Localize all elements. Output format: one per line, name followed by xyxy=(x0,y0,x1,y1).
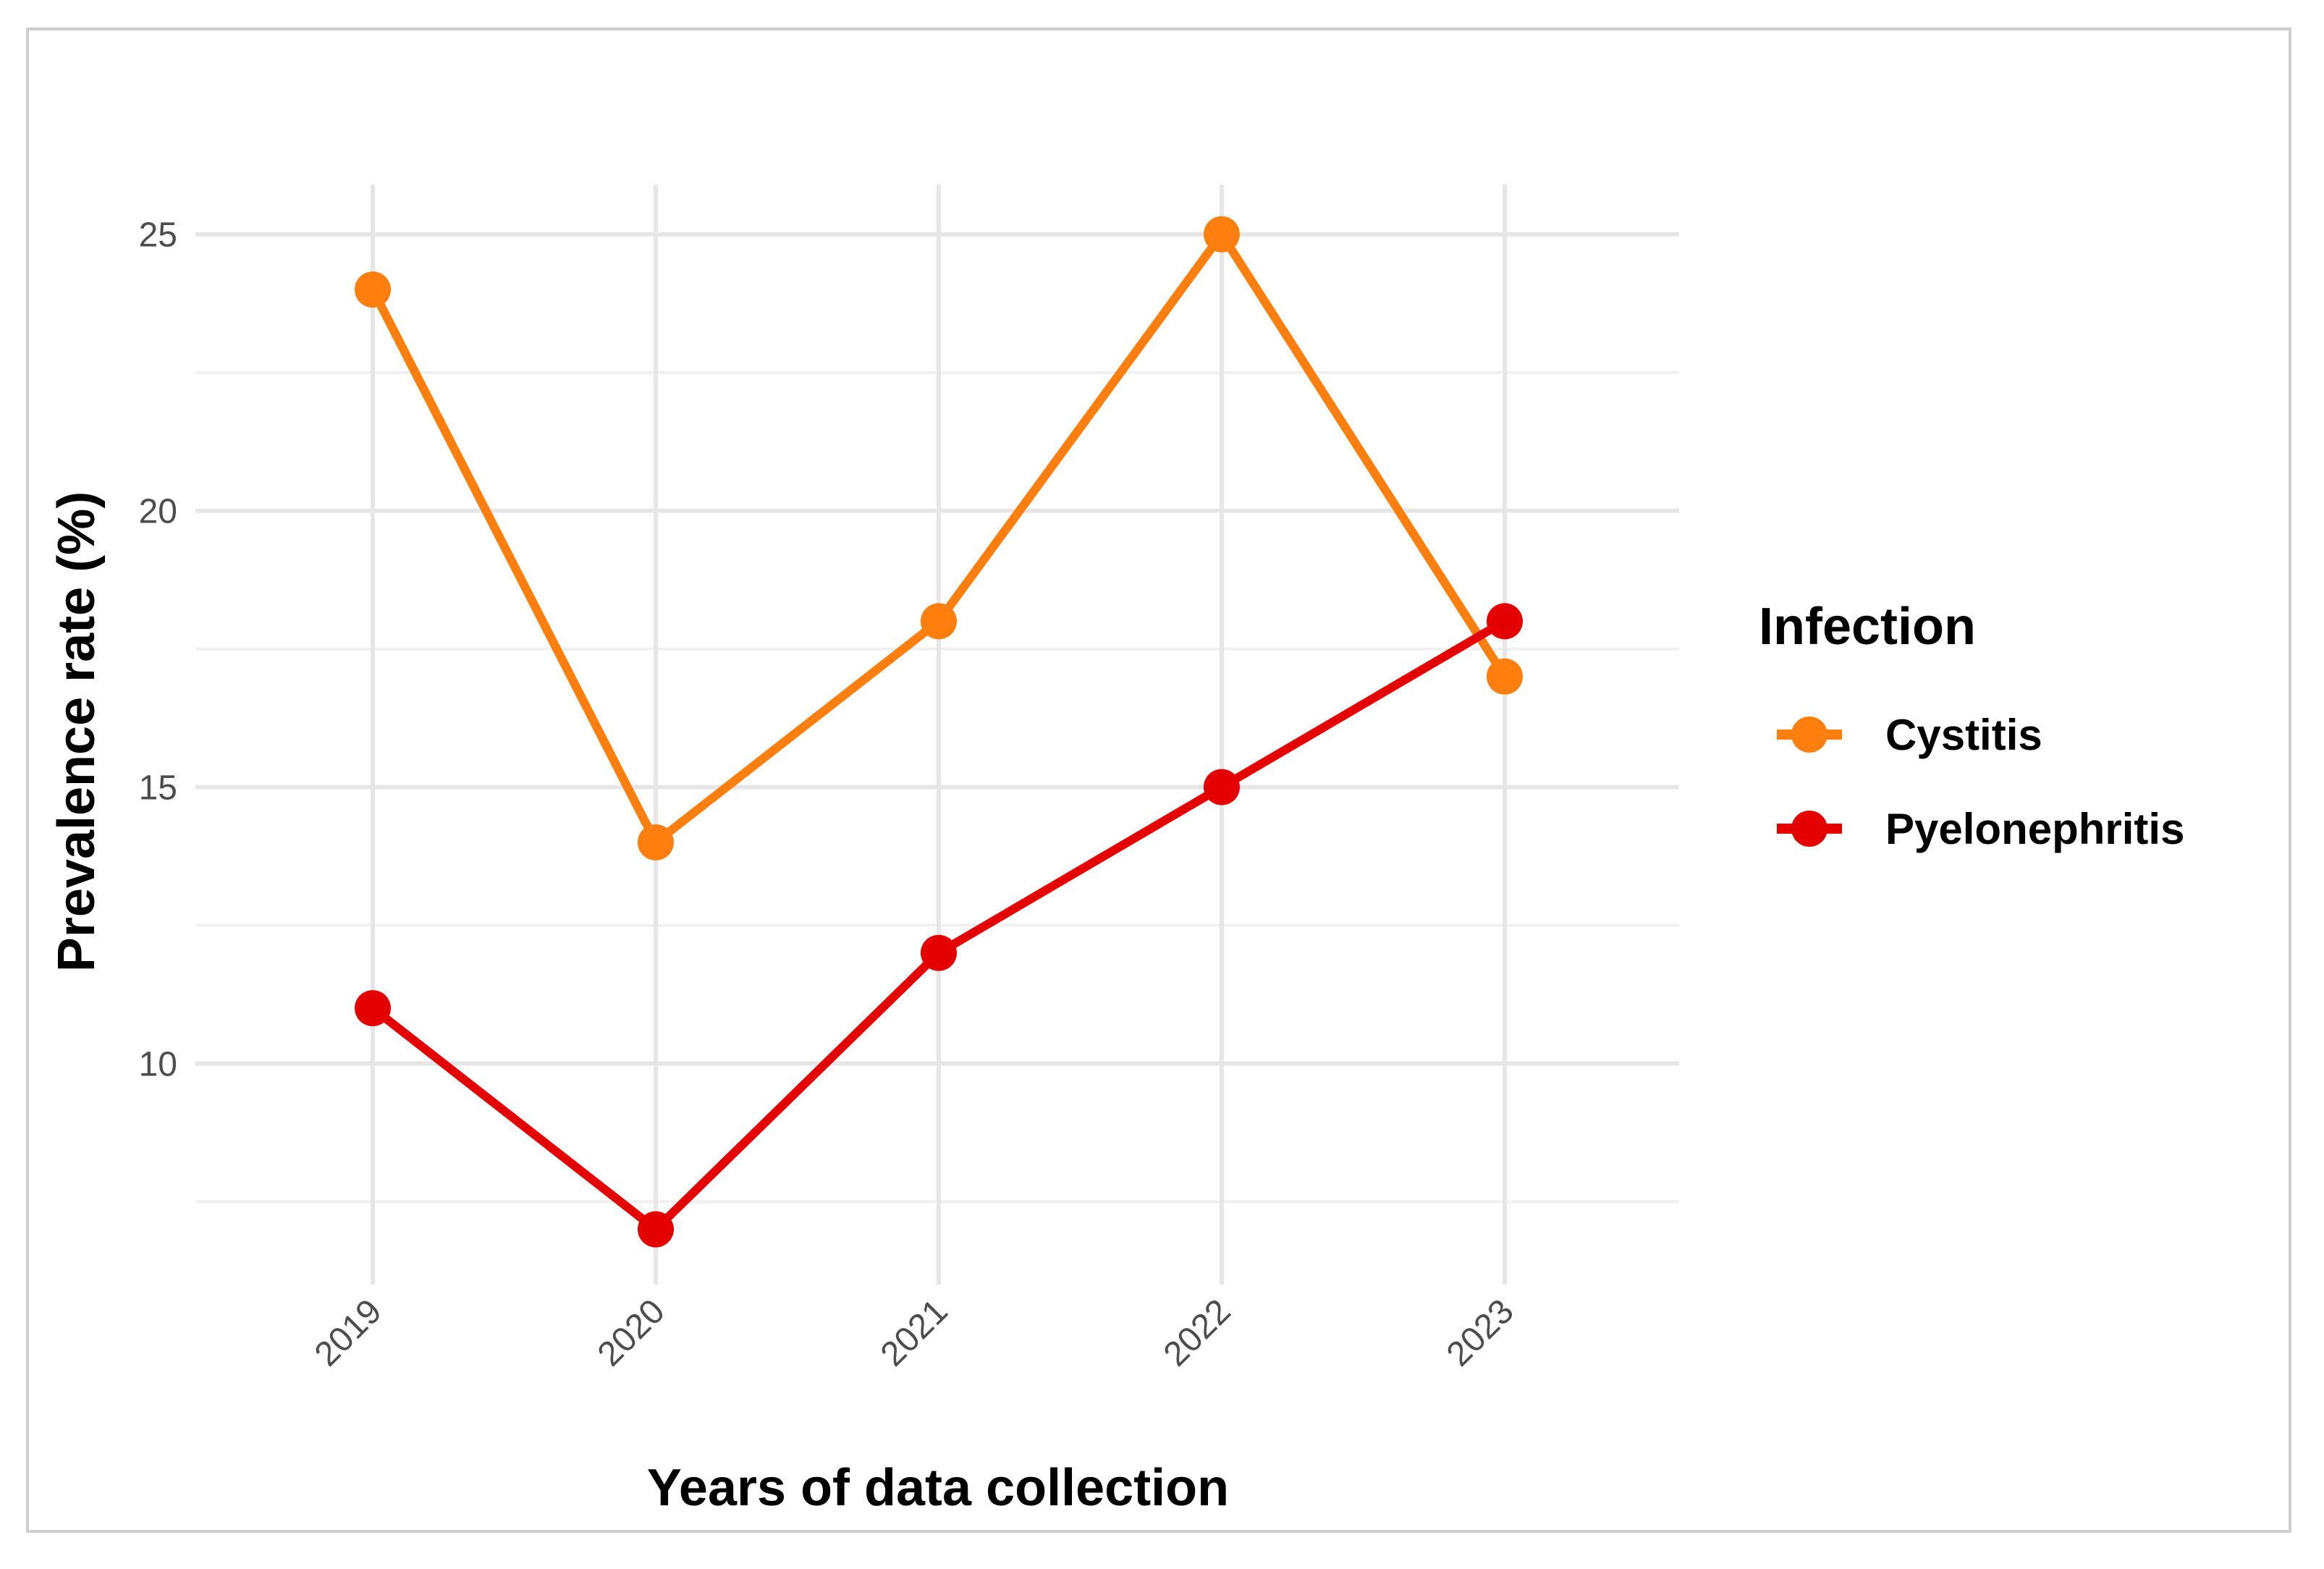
data-point xyxy=(921,603,957,640)
y-tick-label: 25 xyxy=(139,216,177,255)
legend: Infection Cystitis Pyelonephritis xyxy=(1759,598,2184,853)
x-tick-label: 2020 xyxy=(591,1292,672,1374)
data-point xyxy=(638,1211,674,1248)
series-layer xyxy=(355,216,1523,1248)
legend-label: Pyelonephritis xyxy=(1885,805,2184,853)
series-pyelonephritis xyxy=(355,603,1523,1248)
x-tick-label: 2023 xyxy=(1440,1292,1521,1374)
legend-items: Cystitis Pyelonephritis xyxy=(1777,711,2184,853)
figure-frame xyxy=(26,28,2291,1533)
series-cystitis xyxy=(355,216,1523,860)
legend-label: Cystitis xyxy=(1885,711,2042,759)
x-tick-label: 2019 xyxy=(308,1292,389,1374)
y-tick-label: 15 xyxy=(139,769,177,808)
x-axis-ticks: 2019 2020 2021 2022 2023 xyxy=(308,1292,1521,1374)
y-tick-label: 20 xyxy=(139,493,177,531)
x-tick-label: 2022 xyxy=(1157,1292,1238,1374)
data-point xyxy=(1204,216,1240,253)
data-point xyxy=(1487,603,1523,640)
x-tick-label: 2021 xyxy=(874,1292,955,1374)
legend-key-point xyxy=(1791,716,1827,753)
data-point xyxy=(1204,769,1240,805)
x-axis-title: Years of data collection xyxy=(647,1459,1229,1517)
y-tick-label: 10 xyxy=(139,1045,177,1083)
data-point xyxy=(1487,658,1523,695)
y-axis-title: Prevalence rate (%) xyxy=(48,491,106,972)
data-point xyxy=(355,990,391,1027)
data-point xyxy=(638,824,674,860)
gridlines xyxy=(195,185,1679,1285)
data-point xyxy=(355,271,391,308)
legend-item-cystitis: Cystitis xyxy=(1777,711,2042,759)
legend-title: Infection xyxy=(1759,598,1976,656)
y-axis-ticks: 10 15 20 25 xyxy=(139,216,177,1084)
data-point xyxy=(921,934,957,971)
legend-key-point xyxy=(1791,811,1827,847)
legend-item-pyelonephritis: Pyelonephritis xyxy=(1777,805,2184,853)
